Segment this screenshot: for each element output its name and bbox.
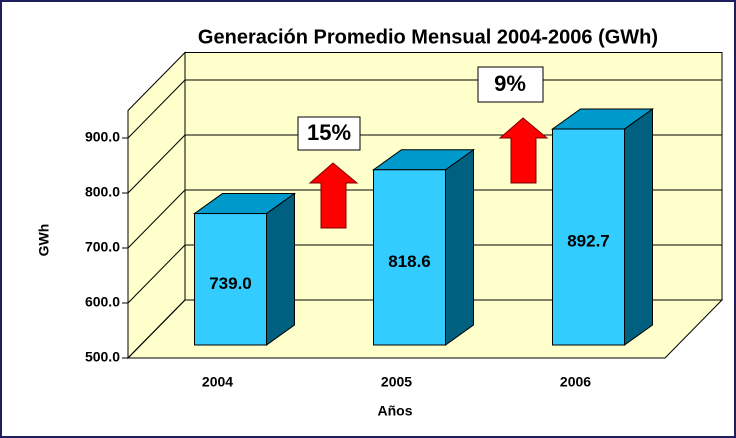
- y-tick-label: 800.0: [85, 184, 120, 200]
- grid-line: [127, 299, 186, 359]
- grid-line: [127, 134, 186, 194]
- grid-line: [127, 79, 186, 139]
- y-tick-label: 900.0: [85, 129, 120, 145]
- y-tick-label: 700.0: [85, 239, 120, 255]
- y-tick-label: 500.0: [85, 349, 120, 365]
- annotation-box: [297, 116, 361, 151]
- x-tick-label: 2005: [381, 374, 412, 390]
- y-axis-label: GWh: [36, 224, 52, 257]
- data-label: 818.6: [388, 252, 431, 271]
- grid-line: [127, 244, 186, 304]
- chart-title: Generación Promedio Mensual 2004-2006 (G…: [198, 26, 658, 48]
- x-tick-label: 2004: [202, 374, 233, 390]
- bar-side: [624, 108, 653, 346]
- bar: [552, 128, 625, 346]
- x-axis-label: Años: [378, 403, 413, 419]
- bar: [373, 169, 446, 346]
- up-arrow: [498, 117, 549, 184]
- data-label: 739.0: [209, 274, 252, 293]
- x-tick-label: 2006: [560, 374, 591, 390]
- up-arrow: [308, 162, 359, 229]
- annotation: 9%: [494, 71, 526, 96]
- bar: [194, 213, 267, 346]
- bar-side: [266, 192, 295, 346]
- annotation: 15%: [307, 120, 351, 145]
- bar-side: [445, 148, 474, 346]
- plot-area: [122, 51, 724, 360]
- annotation-box: [477, 66, 544, 103]
- y-tick-label: 600.0: [85, 294, 120, 310]
- grid-line: [127, 189, 186, 249]
- data-label: 892.7: [567, 231, 610, 250]
